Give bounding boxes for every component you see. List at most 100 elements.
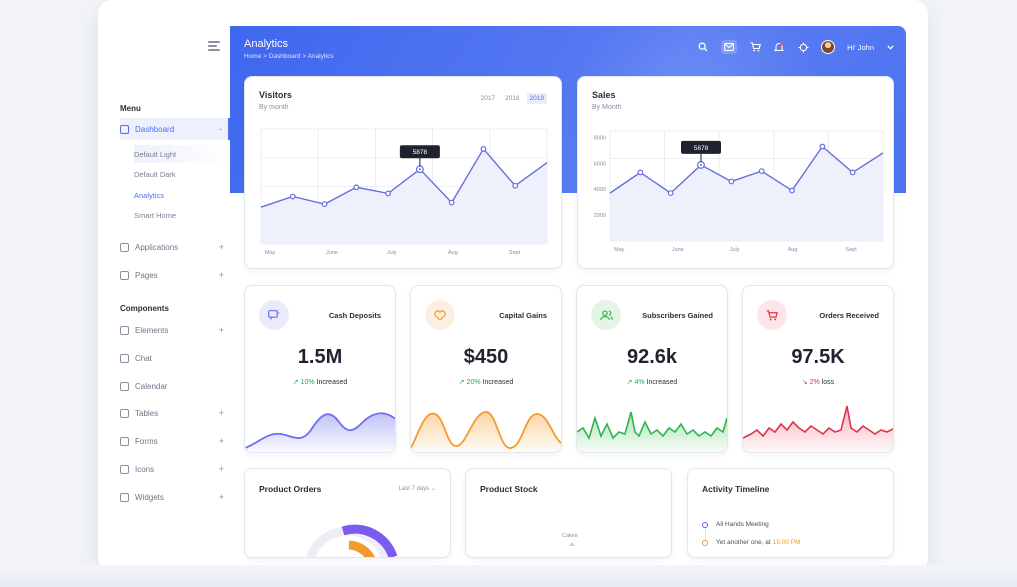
sidebar-item-applications[interactable]: Applications + — [120, 236, 230, 258]
stat-change-text: Increased — [646, 379, 678, 386]
chevron-down-icon[interactable] — [886, 41, 894, 53]
visitors-card: Visitors By month 2017 2018 2019 5878 May… — [244, 76, 562, 269]
activity-timeline-card: Activity Timeline All Hands Meeting Yet … — [687, 468, 894, 558]
data-point-center — [418, 168, 421, 171]
visitors-subtitle: By month — [259, 104, 289, 111]
crosshair-icon[interactable] — [797, 41, 809, 53]
apps-icon — [120, 242, 129, 252]
sales-subtitle: By Month — [592, 104, 622, 111]
table-icon — [120, 408, 129, 418]
sidebar-item-widgets[interactable]: Widgets + — [120, 486, 230, 508]
x-tick-label: June — [326, 250, 338, 256]
timeline-title: Activity Timeline — [702, 484, 770, 494]
area-fill — [610, 146, 883, 241]
x-tick-label: May — [265, 250, 276, 256]
range-label: Last 7 days — [398, 486, 430, 492]
year-2018-tab[interactable]: 2018 — [505, 95, 520, 102]
sidebar-item-icons[interactable]: Icons + — [120, 458, 230, 480]
product-orders-title: Product Orders — [259, 484, 322, 494]
stat-change: ↗ 20% Increased — [411, 378, 561, 386]
sidebar-item-pages[interactable]: Pages + — [120, 264, 230, 286]
avatar[interactable] — [821, 40, 836, 54]
y-tick-label: 6000 — [594, 161, 606, 167]
sidebar-item-chat[interactable]: Chat — [120, 347, 230, 369]
data-point — [637, 169, 644, 176]
expand-icon: + — [218, 270, 224, 280]
chevron-down-icon: ⌄ — [430, 486, 436, 492]
sidebar-item-label: Applications — [135, 242, 179, 252]
widgets-icon — [120, 492, 129, 502]
range-dropdown[interactable]: Last 7 days ⌄ — [399, 485, 436, 492]
tooltip-label: 5878 — [413, 149, 428, 156]
sidebar-item-label: Widgets — [135, 492, 164, 502]
sidebar-item-elements[interactable]: Elements + — [120, 319, 230, 341]
x-tick-label: Aug — [788, 247, 798, 253]
series-line — [609, 145, 884, 195]
sidebar-sub-analytics[interactable]: Analytics — [134, 190, 165, 200]
stat-card-cash-deposits: Cash Deposits 1.5M ↗ 10% Increased — [244, 285, 396, 453]
hamburger-icon[interactable] — [208, 41, 220, 51]
stat-title: Subscribers Gained — [642, 311, 713, 320]
sidebar-item-dashboard[interactable]: Dashboard - — [120, 118, 230, 140]
sidebar-sub-default-dark[interactable]: Default Dark — [134, 169, 176, 179]
timeline-item: Yet another one, at 15:00 PM — [702, 539, 801, 546]
cart-icon[interactable] — [749, 41, 761, 53]
stat-card-subscribers: Subscribers Gained 92.6k ↗ 4% Increased — [576, 285, 728, 453]
sidebar-sub-default-light[interactable]: Default Light — [134, 145, 230, 163]
mail-icon[interactable] — [721, 40, 738, 54]
stat-value: 97.5K — [791, 346, 845, 368]
stat-change: ↗ 10% Increased — [245, 378, 395, 386]
stat-change-value: 20% — [466, 379, 481, 386]
visitors-title: Visitors — [259, 90, 292, 100]
data-point — [667, 190, 674, 197]
year-2017-tab[interactable]: 2017 — [480, 95, 496, 102]
expand-icon: + — [218, 242, 224, 252]
cart-icon — [757, 300, 787, 330]
expand-icon: + — [218, 492, 224, 502]
tooltip-box — [399, 145, 440, 159]
y-tick-label: 4000 — [594, 187, 606, 193]
sidebar-item-forms[interactable]: Forms + — [120, 430, 230, 452]
chat-icon — [120, 353, 129, 363]
pages-icon — [120, 270, 129, 280]
timeline-dot — [702, 521, 708, 528]
orders-donut-chart — [305, 524, 398, 557]
search-icon[interactable] — [697, 41, 709, 53]
chat-icon — [259, 300, 289, 330]
user-menu[interactable]: Hi' John — [847, 42, 874, 52]
stock-marker — [569, 542, 575, 546]
breadcrumb[interactable]: Home > Dashboard > Analytics — [244, 53, 334, 60]
sidebar-item-label: Dashboard — [135, 124, 175, 134]
sidebar-item-tables[interactable]: Tables + — [120, 402, 230, 424]
trend-up-icon: ↗ — [458, 379, 465, 386]
product-stock-card: Product Stock Cakes — [465, 468, 672, 558]
expand-icon: + — [218, 464, 224, 474]
year-2019-tab[interactable]: 2019 — [526, 93, 547, 104]
data-point — [849, 169, 856, 176]
trend-up-icon: ↗ — [292, 379, 299, 386]
timeline-item: All Hands Meeting — [702, 521, 769, 528]
stat-change-text: Increased — [482, 379, 514, 386]
data-point — [289, 193, 296, 200]
stat-change: ↘ 2% loss — [743, 378, 893, 386]
sidebar-item-calendar[interactable]: Calendar — [120, 375, 230, 397]
timeline-text: Yet another one, at — [716, 539, 771, 546]
orders-sparkline — [743, 405, 893, 452]
stat-value: 92.6k — [626, 346, 678, 368]
tooltip-box — [681, 140, 721, 154]
capital-gains-sparkline — [411, 411, 561, 452]
collapse-icon: - — [219, 124, 222, 134]
bell-icon[interactable] — [773, 41, 785, 53]
users-icon — [591, 300, 621, 330]
sidebar-item-label: Tables — [135, 408, 159, 418]
stat-title: Capital Gains — [499, 311, 547, 320]
icons-icon — [120, 464, 129, 474]
data-point — [789, 187, 795, 194]
year-selector: 2017 2018 2019 — [478, 93, 547, 104]
cash-deposits-sparkline — [245, 412, 395, 452]
x-tick-label: Aug — [448, 250, 458, 256]
sidebar-sub-smart-home[interactable]: Smart Home — [134, 210, 177, 220]
data-point — [512, 182, 519, 189]
timeline-dot — [702, 539, 708, 546]
x-tick-label: July — [730, 247, 740, 253]
